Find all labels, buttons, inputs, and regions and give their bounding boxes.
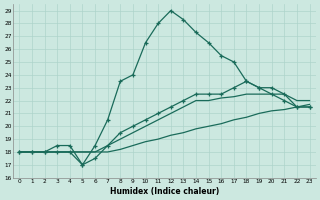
X-axis label: Humidex (Indice chaleur): Humidex (Indice chaleur) [110, 187, 219, 196]
